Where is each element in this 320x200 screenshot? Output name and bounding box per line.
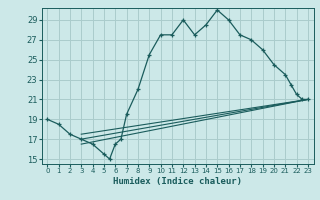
- X-axis label: Humidex (Indice chaleur): Humidex (Indice chaleur): [113, 177, 242, 186]
